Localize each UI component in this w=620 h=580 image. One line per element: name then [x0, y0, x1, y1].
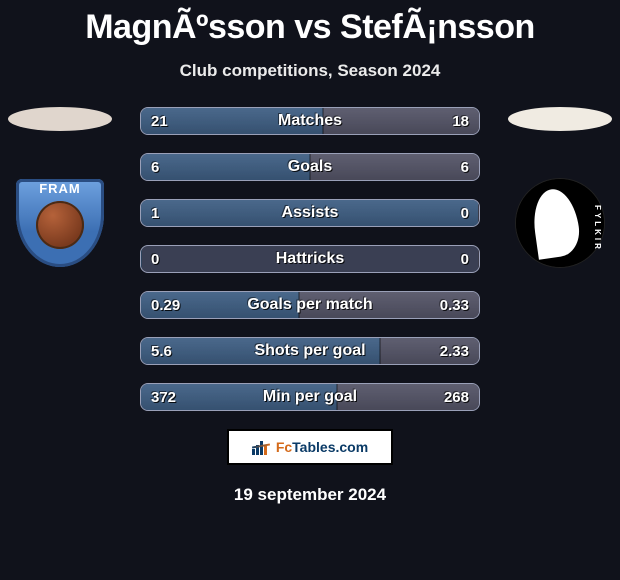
right-crest-label: FYLKIR: [593, 205, 602, 252]
stat-label: Shots per goal: [141, 338, 479, 364]
comparison-content: FRAM FYLKIR 21Matches186Goals61Assists00…: [0, 107, 620, 411]
stat-value-right: 2.33: [440, 338, 469, 364]
right-crest: FYLKIR: [516, 179, 604, 267]
stat-row: 5.6Shots per goal2.33: [140, 337, 480, 365]
fylkir-crest-icon: FYLKIR: [516, 179, 604, 267]
stat-value-right: 0.33: [440, 292, 469, 318]
footer-brand-badge: FcTables.com: [227, 429, 393, 465]
stat-row: 21Matches18: [140, 107, 480, 135]
stat-row: 0Hattricks0: [140, 245, 480, 273]
stat-label: Goals: [141, 154, 479, 180]
stat-row: 372Min per goal268: [140, 383, 480, 411]
left-crest-label: FRAM: [16, 181, 104, 196]
stat-value-right: 18: [452, 108, 469, 134]
stat-row: 1Assists0: [140, 199, 480, 227]
fram-crest-icon: FRAM: [16, 179, 104, 267]
brand-prefix: Fc: [276, 439, 292, 455]
left-player-column: FRAM: [0, 107, 120, 267]
page-title: MagnÃºsson vs StefÃ¡nsson: [0, 0, 620, 47]
right-player-oval: [508, 107, 612, 131]
brand-text: FcTables.com: [276, 439, 368, 455]
stat-label: Min per goal: [141, 384, 479, 410]
left-player-oval: [8, 107, 112, 131]
stat-value-right: 0: [461, 246, 469, 272]
brand-chart-icon: [252, 439, 270, 455]
stat-value-right: 6: [461, 154, 469, 180]
brand-suffix: Tables.com: [292, 439, 368, 455]
stat-label: Assists: [141, 200, 479, 226]
stat-label: Matches: [141, 108, 479, 134]
stat-rows: 21Matches186Goals61Assists00Hattricks00.…: [140, 107, 480, 411]
footer-date: 19 september 2024: [0, 485, 620, 505]
stat-label: Goals per match: [141, 292, 479, 318]
left-crest: FRAM: [16, 179, 104, 267]
stat-row: 6Goals6: [140, 153, 480, 181]
right-player-column: FYLKIR: [500, 107, 620, 267]
page-subtitle: Club competitions, Season 2024: [0, 61, 620, 81]
stat-row: 0.29Goals per match0.33: [140, 291, 480, 319]
stat-value-right: 268: [444, 384, 469, 410]
stat-value-right: 0: [461, 200, 469, 226]
stat-label: Hattricks: [141, 246, 479, 272]
